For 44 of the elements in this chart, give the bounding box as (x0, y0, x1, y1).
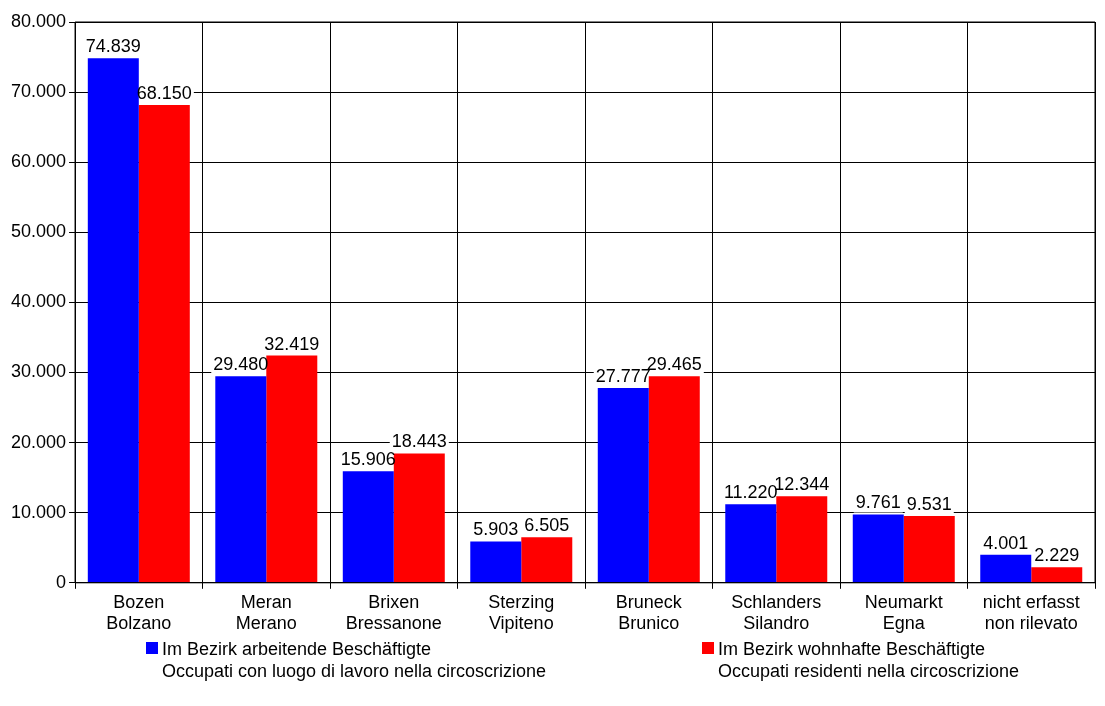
data-label: 4.001 (983, 532, 1029, 553)
bar (852, 514, 904, 583)
y-tick-label: 80.000 (10, 10, 67, 31)
data-label: 2.229 (1034, 545, 1080, 566)
bar (266, 355, 318, 583)
bar (776, 496, 828, 583)
bar (903, 515, 955, 583)
data-label: 9.531 (906, 493, 952, 514)
bar (1031, 567, 1083, 583)
data-label: 32.419 (264, 333, 320, 354)
x-tick-label: Brixen Bressanone (345, 591, 442, 634)
x-tick-label: Neumarkt Egna (864, 591, 943, 634)
y-tick-label: 30.000 (10, 361, 67, 382)
y-tick-label: 10.000 (10, 501, 67, 522)
y-tick-label: 40.000 (10, 291, 67, 312)
x-tick-label: Schlanders Silandro (731, 591, 822, 634)
y-tick-label: 20.000 (10, 431, 67, 452)
bar (725, 504, 777, 583)
legend-label: Im Bezirk wohnhafte Beschäftigte Occupati residenti nella circoscrizione (717, 638, 1020, 682)
data-label: 74.839 (85, 36, 141, 57)
bar (470, 541, 522, 583)
y-tick-label: 60.000 (10, 151, 67, 172)
bar (87, 58, 139, 583)
y-tick-label: 70.000 (10, 81, 67, 102)
x-tick-label: Meran Merano (235, 591, 297, 634)
x-tick-label: Sterzing Vipiteno (488, 591, 555, 634)
x-tick-label: nicht erfasst non rilevato (982, 591, 1080, 634)
bar (138, 105, 190, 583)
bar (342, 471, 394, 583)
bar (648, 376, 700, 583)
data-label: 9.761 (855, 492, 901, 513)
bar (393, 453, 445, 583)
legend-label: Im Bezirk arbeitende Beschäftigte Occupati con luogo di lavoro nella circoscrizione (161, 638, 547, 682)
y-tick-label: 50.000 (10, 221, 67, 242)
bar (215, 376, 267, 583)
x-tick-label: Bruneck Brunico (615, 591, 683, 634)
data-label: 6.505 (524, 515, 570, 536)
x-tick-label: Bozen Bolzano (106, 591, 172, 634)
bar (597, 388, 649, 583)
data-label: 5.903 (473, 519, 519, 540)
data-label: 18.443 (391, 431, 447, 452)
bar (521, 537, 573, 583)
y-tick-label: 0 (56, 571, 67, 592)
bar (980, 554, 1032, 583)
